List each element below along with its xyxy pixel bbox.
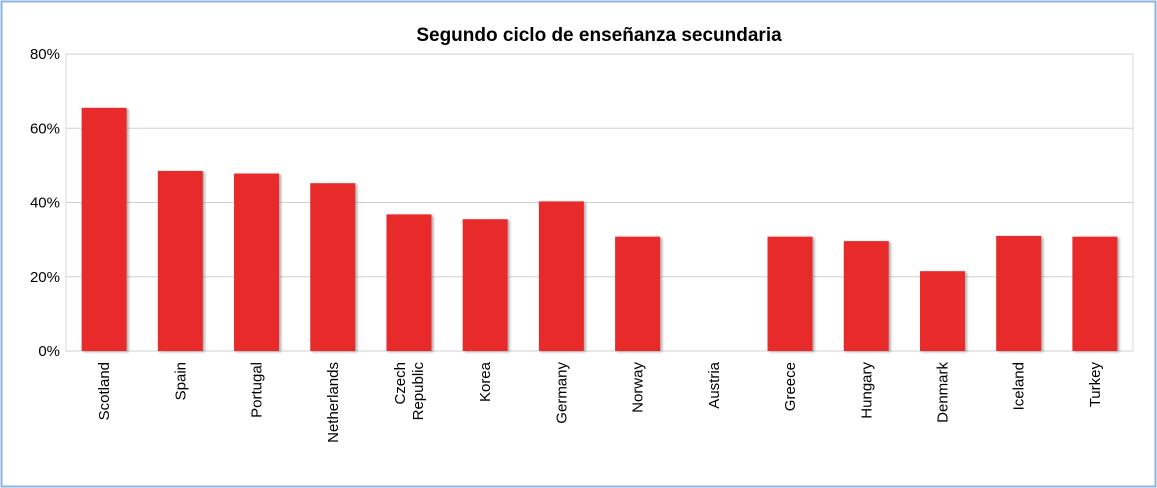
bar xyxy=(310,183,356,351)
bar xyxy=(234,173,280,351)
y-tick-label: 20% xyxy=(30,269,60,286)
bar xyxy=(1072,236,1118,351)
bar xyxy=(843,241,889,351)
bar xyxy=(157,170,203,351)
x-tick-label: Hungary xyxy=(858,362,875,419)
x-tick-label: Turkey xyxy=(1087,362,1104,408)
x-tick-label: Iceland xyxy=(1011,362,1028,410)
y-tick-label: 60% xyxy=(30,120,60,137)
y-tick-label: 40% xyxy=(30,195,60,212)
x-tick-label: Austria xyxy=(706,361,723,408)
bar xyxy=(767,236,813,351)
chart-title: Segundo ciclo de enseñanza secundaria xyxy=(416,25,782,46)
bar xyxy=(538,201,584,351)
x-tick-label: Scotland xyxy=(96,362,113,420)
x-tick-label: Korea xyxy=(477,361,494,402)
x-tick-label: Spain xyxy=(172,362,189,400)
bar xyxy=(996,235,1042,351)
x-tick-label: Netherlands xyxy=(325,362,342,443)
x-tick-label: Denmark xyxy=(934,362,951,423)
x-tick-label: Germany xyxy=(553,362,570,424)
bar xyxy=(462,219,508,351)
x-tick-label: CzechRepublic xyxy=(392,362,427,421)
bar xyxy=(615,236,661,351)
bar xyxy=(386,214,432,351)
x-tick-label: Greece xyxy=(782,362,799,411)
y-tick-label: 0% xyxy=(38,343,60,360)
y-tick-label: 80% xyxy=(30,46,60,63)
x-tick-label: Portugal xyxy=(249,362,266,418)
x-tick-label: Norway xyxy=(630,362,647,413)
bar xyxy=(81,107,127,351)
bar xyxy=(919,271,965,351)
